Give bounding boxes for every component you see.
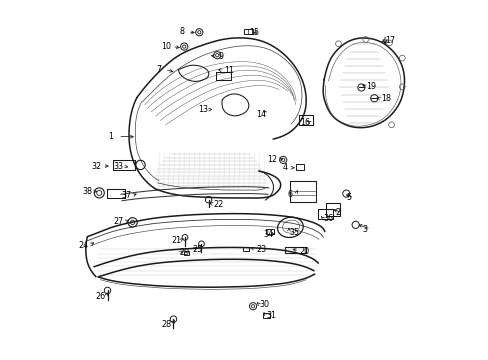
Text: 29: 29 <box>180 248 190 257</box>
Text: 18: 18 <box>380 94 390 103</box>
Text: 24: 24 <box>79 241 89 250</box>
Text: 17: 17 <box>384 36 394 45</box>
Text: 28: 28 <box>161 320 171 329</box>
Text: 35: 35 <box>288 228 299 237</box>
Text: 19: 19 <box>366 82 376 91</box>
Text: 2: 2 <box>334 208 340 217</box>
Bar <box>266 229 274 234</box>
Text: 13: 13 <box>198 105 207 114</box>
Text: 5: 5 <box>345 193 350 202</box>
Text: 6: 6 <box>287 190 292 199</box>
Text: 14: 14 <box>256 109 265 118</box>
Text: 34: 34 <box>263 230 273 239</box>
Text: 38: 38 <box>82 187 92 196</box>
Text: 12: 12 <box>267 155 277 164</box>
Bar <box>243 247 249 251</box>
Text: 9: 9 <box>219 52 224 61</box>
Bar <box>244 30 253 35</box>
Text: 7: 7 <box>156 65 162 74</box>
Bar <box>296 164 304 170</box>
Text: 32: 32 <box>92 162 102 171</box>
Text: 22: 22 <box>213 200 224 209</box>
Bar <box>284 247 305 253</box>
Text: 25: 25 <box>192 245 203 254</box>
Text: 26: 26 <box>95 292 105 301</box>
Text: 30: 30 <box>259 300 269 309</box>
Text: 15: 15 <box>248 28 258 37</box>
Text: 11: 11 <box>224 66 233 75</box>
Text: 4: 4 <box>282 163 287 172</box>
Text: 31: 31 <box>265 311 275 320</box>
Text: 27: 27 <box>114 217 124 226</box>
Text: 1: 1 <box>108 132 113 141</box>
Text: 33: 33 <box>113 162 123 171</box>
Text: 16: 16 <box>299 118 309 127</box>
Text: 37: 37 <box>121 191 131 200</box>
Text: 10: 10 <box>161 42 171 51</box>
Text: 36: 36 <box>323 214 333 223</box>
Text: 3: 3 <box>362 225 367 234</box>
Bar <box>183 251 189 255</box>
Text: 21: 21 <box>171 236 181 245</box>
Text: 20: 20 <box>299 247 309 256</box>
Bar <box>263 314 269 319</box>
Text: 8: 8 <box>179 27 184 36</box>
Text: 23: 23 <box>255 245 265 254</box>
